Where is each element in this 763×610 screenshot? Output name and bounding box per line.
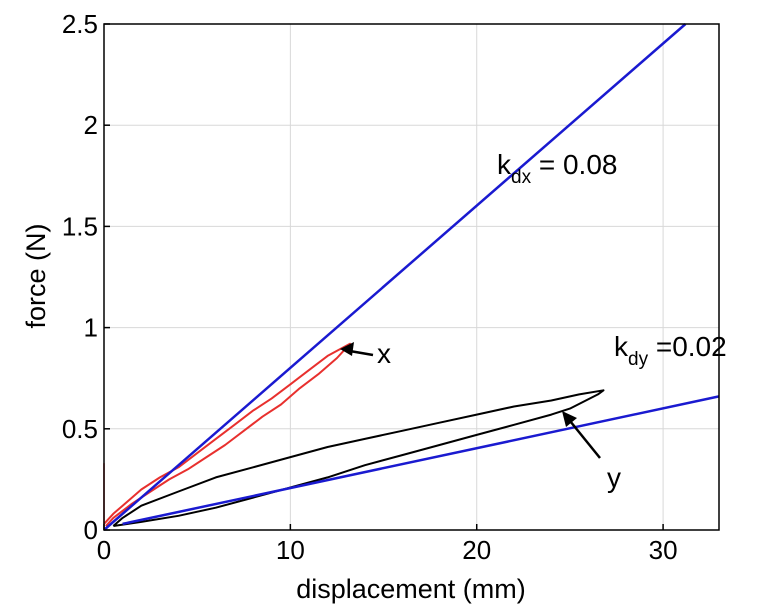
y-tick-label: 1.5 bbox=[62, 211, 98, 241]
series-layer bbox=[103, 23, 720, 531]
y-tick-label: 0 bbox=[84, 515, 98, 545]
y-tick-label: 2.5 bbox=[62, 9, 98, 39]
annotation-kdx-main: k bbox=[497, 149, 512, 180]
annotation-y-label: y bbox=[607, 462, 621, 493]
annotation-kdy-rest: =0.02 bbox=[648, 331, 727, 362]
x-tick-label: 20 bbox=[462, 535, 491, 565]
y-tick-label: 0.5 bbox=[62, 414, 98, 444]
annotation-kdy-sub: dy bbox=[628, 349, 649, 370]
annotation-x-arrow bbox=[340, 342, 374, 357]
annotation-kdy: kdy =0.02 bbox=[614, 331, 727, 370]
series-line-3 bbox=[122, 395, 720, 526]
annotation-kdx-sub: dx bbox=[511, 167, 532, 188]
x-tick-label: 10 bbox=[276, 535, 305, 565]
grid bbox=[104, 23, 719, 530]
x-axis-label: displacement (mm) bbox=[296, 574, 526, 604]
series-line-2 bbox=[103, 23, 687, 531]
y-tick-label: 1 bbox=[84, 313, 98, 343]
plot-frame bbox=[103, 23, 720, 531]
x-tick-label: 0 bbox=[97, 535, 111, 565]
annotation-y-arrow bbox=[562, 411, 601, 459]
x-tick-label: 30 bbox=[649, 535, 678, 565]
annotation-x-label: x bbox=[377, 338, 391, 369]
annotation-kdx-rest: = 0.08 bbox=[531, 149, 617, 180]
ticks: 0 10 20 30 0 0.5 1 1.5 2 2.5 bbox=[62, 9, 678, 565]
annotation-kdx: kdx = 0.08 bbox=[497, 149, 617, 188]
y-axis-label: force (N) bbox=[21, 223, 51, 328]
y-tick-label: 2 bbox=[84, 110, 98, 140]
annotation-kdy-main: k bbox=[614, 331, 629, 362]
